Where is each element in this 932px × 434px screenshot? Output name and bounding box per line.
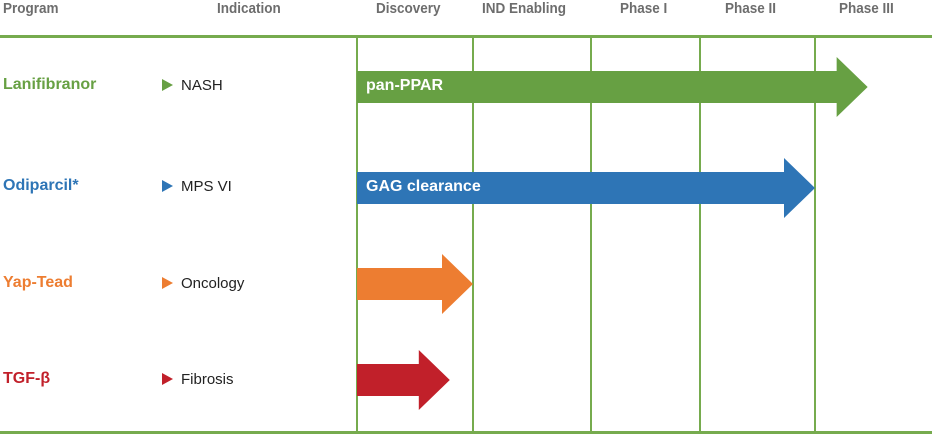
indication-label: Fibrosis bbox=[181, 371, 234, 388]
progress-arrow-1 bbox=[357, 57, 868, 117]
bar-label-gag-clearance: GAG clearance bbox=[366, 178, 481, 195]
progress-arrow-2 bbox=[357, 158, 815, 218]
phase-gridline bbox=[472, 37, 474, 433]
indication-label: Oncology bbox=[181, 275, 245, 292]
indication-nash: NASH bbox=[162, 77, 223, 94]
header-phase-2: Phase II bbox=[725, 0, 777, 17]
header-discovery: Discovery bbox=[376, 0, 441, 17]
header-phase-3: Phase III bbox=[839, 0, 894, 17]
program-yap-tead: Yap-Tead bbox=[3, 274, 73, 291]
indication-oncology: Oncology bbox=[162, 275, 244, 292]
triangle-bullet-icon bbox=[162, 373, 173, 385]
header-divider bbox=[0, 35, 932, 38]
progress-arrow-4 bbox=[357, 350, 450, 410]
phase-gridline bbox=[590, 37, 592, 433]
header-ind-enabling: IND Enabling bbox=[482, 0, 567, 17]
phase-gridline bbox=[356, 37, 358, 433]
phase-gridline bbox=[699, 37, 701, 433]
phase-gridline bbox=[814, 37, 816, 433]
bottom-divider bbox=[0, 431, 932, 434]
indication-label: NASH bbox=[181, 77, 223, 94]
header-phase-1: Phase I bbox=[620, 0, 668, 17]
bar-label-pan-ppar: pan-PPAR bbox=[366, 77, 444, 94]
program-tgf-beta: TGF-β bbox=[3, 370, 51, 387]
triangle-bullet-icon bbox=[162, 180, 173, 192]
triangle-bullet-icon bbox=[162, 79, 173, 91]
program-odiparcil: Odiparcil* bbox=[3, 177, 79, 194]
header-indication: Indication bbox=[217, 0, 281, 17]
header-program: Program bbox=[3, 0, 59, 17]
indication-mps-vi: MPS VI bbox=[162, 178, 232, 195]
program-lanifibranor: Lanifibranor bbox=[3, 76, 97, 93]
indication-fibrosis: Fibrosis bbox=[162, 371, 234, 388]
progress-arrow-3 bbox=[357, 254, 473, 314]
indication-label: MPS VI bbox=[181, 178, 232, 195]
triangle-bullet-icon bbox=[162, 277, 173, 289]
